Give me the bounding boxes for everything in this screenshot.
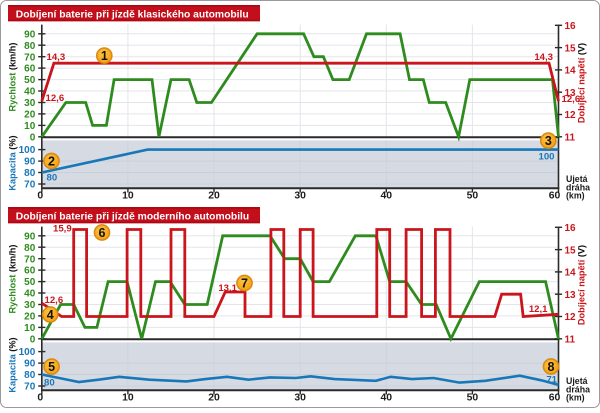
- svg-text:6: 6: [99, 226, 106, 240]
- svg-text:12,6: 12,6: [45, 295, 64, 306]
- svg-text:50: 50: [24, 75, 36, 86]
- svg-text:Dobíjení baterie při jízdě kla: Dobíjení baterie při jízdě klasického au…: [16, 9, 249, 20]
- svg-text:0: 0: [30, 132, 36, 143]
- svg-text:Rychlost (km/h): Rychlost (km/h): [8, 245, 18, 314]
- svg-text:Ujetá: Ujetá: [566, 376, 588, 386]
- svg-text:10: 10: [24, 323, 36, 334]
- svg-text:15: 15: [565, 245, 577, 256]
- svg-text:20: 20: [24, 110, 36, 121]
- svg-text:3: 3: [545, 134, 552, 148]
- svg-text:15,9: 15,9: [53, 224, 72, 235]
- svg-text:11: 11: [565, 335, 576, 346]
- svg-text:13,1: 13,1: [218, 283, 237, 294]
- svg-text:1: 1: [101, 49, 108, 63]
- svg-text:60: 60: [549, 191, 561, 202]
- svg-text:20: 20: [208, 191, 220, 202]
- svg-text:Dobíjecí napětí (V): Dobíjecí napětí (V): [577, 43, 587, 123]
- svg-text:40: 40: [24, 87, 36, 98]
- svg-text:90: 90: [24, 359, 36, 370]
- svg-text:70: 70: [24, 180, 36, 191]
- svg-text:14,3: 14,3: [47, 52, 66, 63]
- svg-text:12,1: 12,1: [529, 304, 548, 315]
- svg-text:13: 13: [565, 88, 577, 99]
- svg-text:80: 80: [24, 168, 36, 179]
- svg-text:Kapacita (%): Kapacita (%): [8, 337, 18, 392]
- svg-text:16: 16: [565, 223, 577, 234]
- svg-text:0: 0: [37, 191, 43, 202]
- svg-text:0: 0: [37, 393, 43, 404]
- svg-text:50: 50: [467, 393, 479, 404]
- svg-text:100: 100: [19, 145, 36, 156]
- svg-text:60: 60: [24, 64, 36, 75]
- svg-text:60: 60: [549, 393, 561, 404]
- svg-text:4: 4: [47, 308, 54, 322]
- svg-text:12,6: 12,6: [562, 94, 581, 105]
- svg-text:40: 40: [24, 289, 36, 300]
- svg-text:30: 30: [294, 393, 306, 404]
- svg-text:(km): (km): [566, 191, 585, 201]
- svg-text:14,3: 14,3: [534, 52, 553, 63]
- svg-text:30: 30: [24, 98, 36, 109]
- svg-text:0: 0: [30, 334, 36, 345]
- svg-text:11: 11: [565, 133, 576, 144]
- svg-text:30: 30: [24, 300, 36, 311]
- svg-text:12: 12: [565, 312, 577, 323]
- svg-text:80: 80: [44, 378, 55, 389]
- svg-text:10: 10: [24, 121, 36, 132]
- svg-text:Kapacita (%): Kapacita (%): [8, 135, 18, 190]
- svg-text:13: 13: [565, 290, 577, 301]
- svg-text:90: 90: [24, 157, 36, 168]
- svg-text:Ujetá: Ujetá: [566, 174, 588, 184]
- svg-text:40: 40: [381, 393, 393, 404]
- svg-text:80: 80: [24, 41, 36, 52]
- svg-text:90: 90: [24, 231, 36, 242]
- svg-text:10: 10: [122, 393, 134, 404]
- svg-text:40: 40: [381, 191, 393, 202]
- svg-text:20: 20: [24, 312, 36, 323]
- svg-text:60: 60: [24, 266, 36, 277]
- svg-text:16: 16: [565, 21, 577, 32]
- svg-text:80: 80: [24, 370, 36, 381]
- svg-text:12,6: 12,6: [46, 93, 65, 104]
- svg-text:14: 14: [565, 66, 577, 77]
- svg-text:100: 100: [19, 347, 36, 358]
- svg-text:dráha: dráha: [566, 384, 590, 394]
- svg-text:Dobíjení baterie při jízdě mod: Dobíjení baterie při jízdě moderního aut…: [16, 211, 249, 222]
- svg-text:30: 30: [294, 191, 306, 202]
- svg-text:7: 7: [241, 276, 248, 290]
- svg-text:dráha: dráha: [566, 182, 590, 192]
- svg-text:70: 70: [24, 382, 36, 393]
- svg-text:2: 2: [48, 154, 55, 168]
- svg-text:80: 80: [24, 243, 36, 254]
- svg-text:8: 8: [548, 360, 555, 374]
- svg-text:Rychlost (km/h): Rychlost (km/h): [8, 43, 18, 112]
- svg-text:Dobíjecí napětí (V): Dobíjecí napětí (V): [577, 245, 587, 325]
- svg-text:12: 12: [565, 110, 577, 121]
- svg-text:80: 80: [47, 173, 58, 184]
- svg-text:(km): (km): [566, 393, 585, 403]
- svg-text:100: 100: [538, 152, 554, 163]
- svg-text:5: 5: [48, 360, 55, 374]
- svg-text:70: 70: [24, 52, 36, 63]
- svg-text:50: 50: [467, 191, 479, 202]
- svg-text:71: 71: [546, 374, 557, 385]
- svg-text:20: 20: [208, 393, 220, 404]
- svg-text:70: 70: [24, 254, 36, 265]
- svg-text:90: 90: [24, 29, 36, 40]
- svg-text:15: 15: [565, 43, 577, 54]
- svg-text:10: 10: [122, 191, 134, 202]
- svg-text:50: 50: [24, 277, 36, 288]
- svg-text:14: 14: [565, 268, 577, 279]
